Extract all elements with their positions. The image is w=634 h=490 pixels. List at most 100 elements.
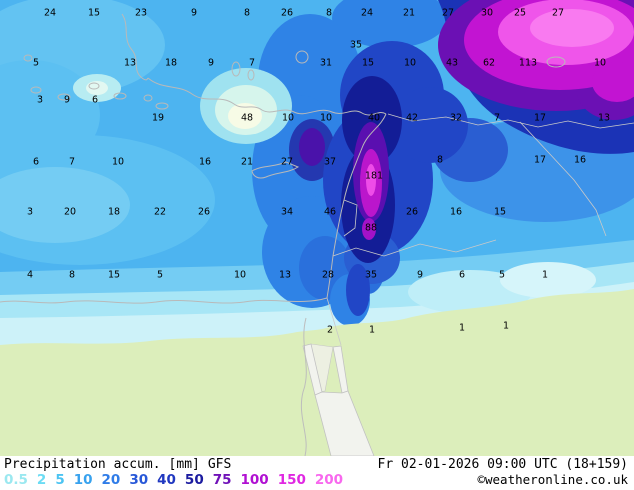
map-value: 26 bbox=[197, 206, 211, 218]
map-value: 7 bbox=[248, 57, 256, 69]
map-value: 43 bbox=[445, 57, 459, 69]
map-value: 21 bbox=[402, 7, 416, 19]
map-value: 17 bbox=[533, 154, 547, 166]
map-value: 15 bbox=[493, 206, 507, 218]
map-value: 27 bbox=[551, 7, 565, 19]
map-value: 26 bbox=[405, 206, 419, 218]
map-value: 30 bbox=[480, 7, 494, 19]
scale-value: 200 bbox=[314, 472, 344, 488]
map-value: 35 bbox=[349, 39, 363, 51]
map-value: 4 bbox=[26, 269, 34, 281]
scale-value: 10 bbox=[73, 472, 93, 488]
map-value: 42 bbox=[405, 112, 419, 124]
map-value: 24 bbox=[360, 7, 374, 19]
map-value: 1 bbox=[458, 322, 466, 334]
map-value: 13 bbox=[123, 57, 137, 69]
map-value: 40 bbox=[367, 112, 381, 124]
map-value: 5 bbox=[32, 57, 40, 69]
map-value: 3 bbox=[26, 206, 34, 218]
map-value: 13 bbox=[597, 112, 611, 124]
map-value: 15 bbox=[107, 269, 121, 281]
map-value: 8 bbox=[68, 269, 76, 281]
color-scale: 0.5 2 5 10 20 30 40 50 75 100 150 200 bbox=[4, 472, 343, 488]
map-value: 48 bbox=[240, 112, 254, 124]
map-value: 9 bbox=[63, 94, 71, 106]
scale-value: 40 bbox=[157, 472, 176, 488]
map-value: 3 bbox=[36, 94, 44, 106]
map-value: 18 bbox=[107, 206, 121, 218]
map-value: 1 bbox=[368, 324, 376, 336]
map-value: 31 bbox=[319, 57, 333, 69]
map-value: 62 bbox=[482, 57, 496, 69]
map-value: 15 bbox=[361, 57, 375, 69]
map-value: 8 bbox=[325, 7, 333, 19]
map-value: 15 bbox=[87, 7, 101, 19]
map-value: 25 bbox=[513, 7, 527, 19]
unit-text: [mm] bbox=[168, 457, 200, 472]
map-value: 113 bbox=[518, 57, 538, 69]
map-value: 6 bbox=[32, 156, 40, 168]
map-value: 9 bbox=[416, 269, 424, 281]
title-text: Precipitation accum. bbox=[4, 457, 161, 472]
copyright: ©weatheronline.co.uk bbox=[477, 472, 628, 487]
scale-value: 0.5 bbox=[4, 472, 28, 488]
map-value: 16 bbox=[198, 156, 212, 168]
scale-value: 30 bbox=[129, 472, 149, 488]
map-value: 32 bbox=[449, 112, 463, 124]
map-value: 7 bbox=[68, 156, 76, 168]
scale-value: 5 bbox=[55, 472, 65, 488]
map-title: Precipitation accum. [mm] GFS bbox=[4, 457, 231, 472]
map-value: 34 bbox=[280, 206, 294, 218]
map-value: 1 bbox=[502, 320, 510, 332]
map-value: 10 bbox=[403, 57, 417, 69]
map-value: 10 bbox=[233, 269, 247, 281]
map-value: 37 bbox=[323, 156, 337, 168]
map-value: 26 bbox=[280, 7, 294, 19]
scale-value: 50 bbox=[184, 472, 204, 488]
map-value: 13 bbox=[278, 269, 292, 281]
map-value-layer: 24 15 23 9 8 26 8 24 21 27 30 25 27 35 5 13 18 9 7 31 15 10 43… bbox=[26, 7, 611, 336]
map-value: 27 bbox=[441, 7, 455, 19]
scale-value: 100 bbox=[240, 472, 269, 488]
map-value: 2 bbox=[326, 324, 334, 336]
map-value: 16 bbox=[573, 154, 587, 166]
precipitation-map[interactable]: 24 15 23 9 8 26 8 24 21 27 30 25 27 35 5 13 18 9 7 31 15 10 43… bbox=[0, 0, 634, 456]
scale-value: 75 bbox=[212, 472, 232, 488]
map-value: 9 bbox=[190, 7, 198, 19]
scale-value: 20 bbox=[101, 472, 121, 488]
map-value: 5 bbox=[156, 269, 164, 281]
map-value: 8 bbox=[436, 154, 444, 166]
map-value: 16 bbox=[449, 206, 463, 218]
scale-value: 150 bbox=[277, 472, 306, 488]
map-value: 6 bbox=[91, 94, 99, 106]
map-value: 20 bbox=[63, 206, 77, 218]
model-text: GFS bbox=[207, 457, 232, 472]
map-value: 1 bbox=[541, 269, 549, 281]
map-value: 19 bbox=[151, 112, 165, 124]
map-value: 23 bbox=[134, 7, 148, 19]
map-value: 10 bbox=[281, 112, 295, 124]
map-value: 181 bbox=[364, 170, 384, 182]
map-value: 46 bbox=[323, 206, 337, 218]
valid-datetime: Fr 02-01-2026 09:00 UTC (18+159) bbox=[377, 457, 628, 472]
map-value: 5 bbox=[498, 269, 506, 281]
map-graphic bbox=[0, 0, 634, 456]
scale-value: 2 bbox=[36, 472, 47, 488]
legend-bar: Precipitation accum. [mm] GFS Fr 02-01-202… bbox=[0, 456, 634, 490]
map-value: 88 bbox=[364, 222, 378, 234]
map-value: 17 bbox=[533, 112, 547, 124]
map-value: 7 bbox=[493, 112, 501, 124]
map-value: 6 bbox=[458, 269, 466, 281]
map-value: 8 bbox=[243, 7, 251, 19]
map-value: 10 bbox=[111, 156, 125, 168]
map-value: 10 bbox=[593, 57, 607, 69]
map-value: 27 bbox=[280, 156, 294, 168]
map-value: 9 bbox=[207, 57, 215, 69]
map-value: 18 bbox=[164, 57, 178, 69]
map-value: 35 bbox=[364, 269, 378, 281]
map-value: 22 bbox=[153, 206, 167, 218]
map-value: 21 bbox=[240, 156, 254, 168]
map-value: 24 bbox=[43, 7, 57, 19]
map-value: 10 bbox=[319, 112, 333, 124]
